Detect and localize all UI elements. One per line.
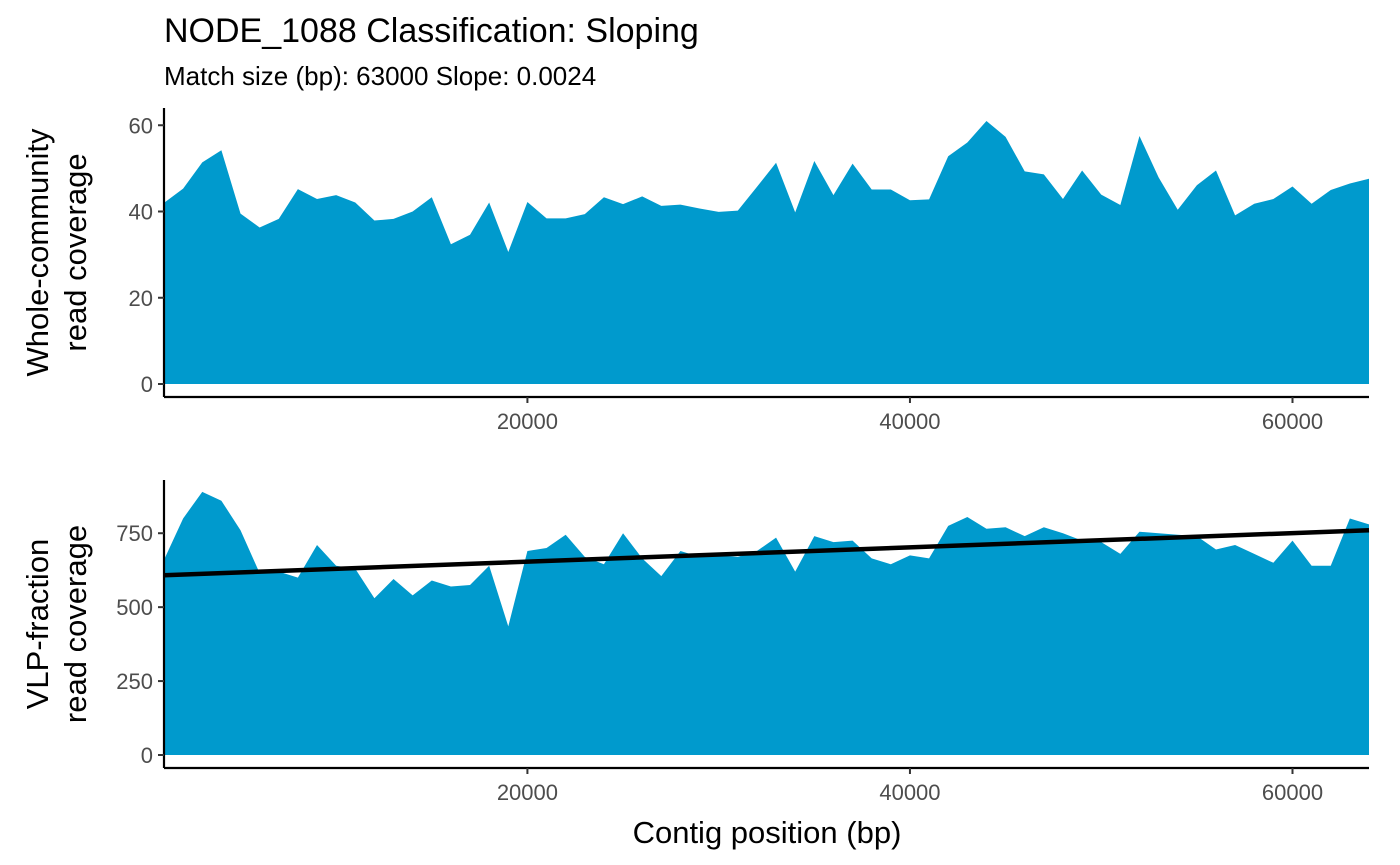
vlp-fraction-x-tick-label: 20000 (497, 780, 558, 805)
whole-community-y-axis-label: Whole-communityread coverage (20, 128, 93, 377)
vlp-fraction-x-tick-label: 60000 (1262, 780, 1323, 805)
whole-community-x-tick-label: 40000 (879, 409, 940, 434)
vlp-fraction-y-axis-label-line: VLP-fraction (20, 539, 55, 710)
vlp-fraction-x-tick-label: 40000 (879, 780, 940, 805)
vlp-fraction-coverage-area (164, 491, 1369, 755)
whole-community-panel: 0 20 40 60 20000 40000 60000 Whole-communityrea… (20, 108, 1369, 434)
vlp-fraction-y-axis-label-line: read coverage (58, 525, 93, 723)
vlp-fraction-y-axis-label: VLP-fractionread coverage (20, 525, 93, 723)
vlp-fraction-panel: 0 250 500 750 20000 40000 60000 VLP-fractionrea… (20, 480, 1370, 805)
chart-subtitle: Match size (bp): 63000 Slope: 0.0024 (164, 61, 596, 91)
whole-community-x-tick-label: 20000 (497, 409, 558, 434)
whole-community-y-tick-label: 40 (129, 200, 153, 225)
vlp-fraction-y-tick-label: 0 (141, 743, 153, 768)
whole-community-y-tick-label: 20 (129, 286, 153, 311)
chart-title: NODE_1088 Classification: Sloping (164, 12, 699, 50)
whole-community-x-tick-label: 60000 (1262, 409, 1323, 434)
whole-community-y-tick-label: 60 (129, 113, 153, 138)
x-axis-label: Contig position (bp) (633, 815, 902, 850)
whole-community-y-axis-label-line: read coverage (58, 153, 93, 351)
vlp-fraction-trend-line (163, 528, 1370, 578)
vlp-fraction-y-tick-label: 500 (116, 595, 153, 620)
vlp-fraction-y-tick-label: 250 (116, 669, 153, 694)
whole-community-y-tick-label: 0 (141, 372, 153, 397)
whole-community-y-axis-label-line: Whole-community (20, 128, 55, 377)
vlp-fraction-y-tick-label: 750 (116, 521, 153, 546)
whole-community-coverage-area (164, 120, 1369, 384)
